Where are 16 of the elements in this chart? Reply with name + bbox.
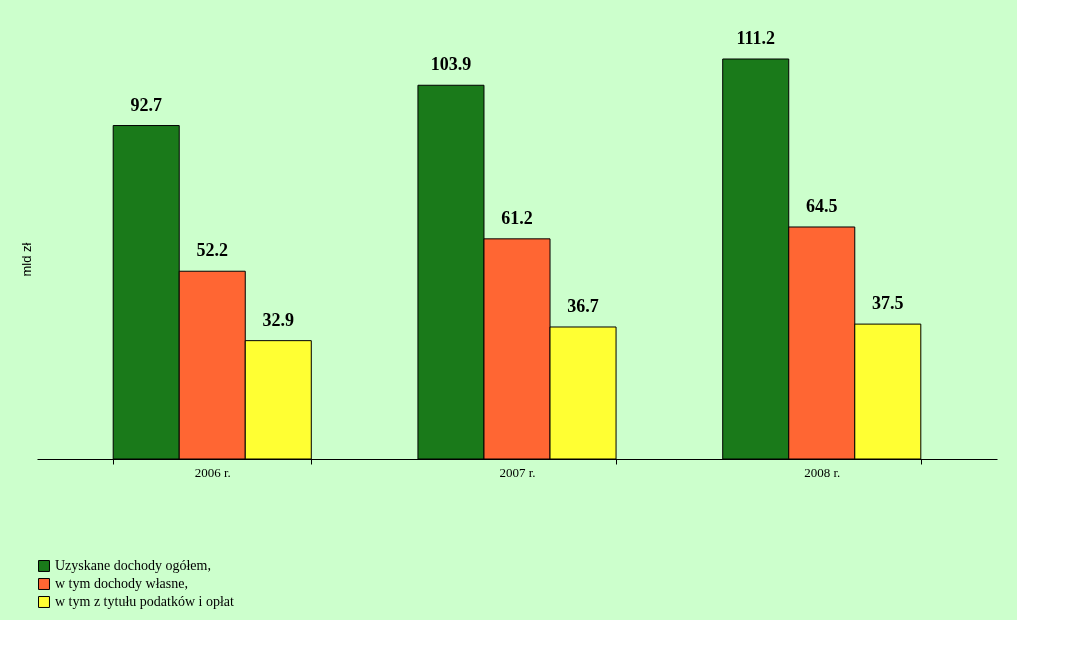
- x-tick-label: 2008 r.: [804, 464, 841, 480]
- x-tick-label: 2007 r.: [499, 464, 536, 480]
- x-tick-label: 2006 r.: [194, 464, 231, 480]
- legend-label: w tym dochody własne,: [55, 576, 188, 591]
- data-label: 37.5: [872, 293, 904, 314]
- y-axis-title: mld zł: [18, 242, 34, 277]
- legend-label: w tym z tytułu podatków i opłat: [55, 594, 234, 609]
- data-label: 52.2: [196, 240, 228, 261]
- data-label: 64.5: [806, 195, 838, 216]
- data-label: 32.9: [262, 309, 295, 330]
- data-label: 36.7: [567, 295, 599, 316]
- legend-label: Uzyskane dochody ogółem,: [55, 558, 211, 573]
- data-label: 111.2: [736, 28, 775, 48]
- data-label: 61.2: [501, 207, 533, 228]
- data-label: 92.7: [130, 94, 162, 115]
- data-label: 103.9: [430, 54, 472, 75]
